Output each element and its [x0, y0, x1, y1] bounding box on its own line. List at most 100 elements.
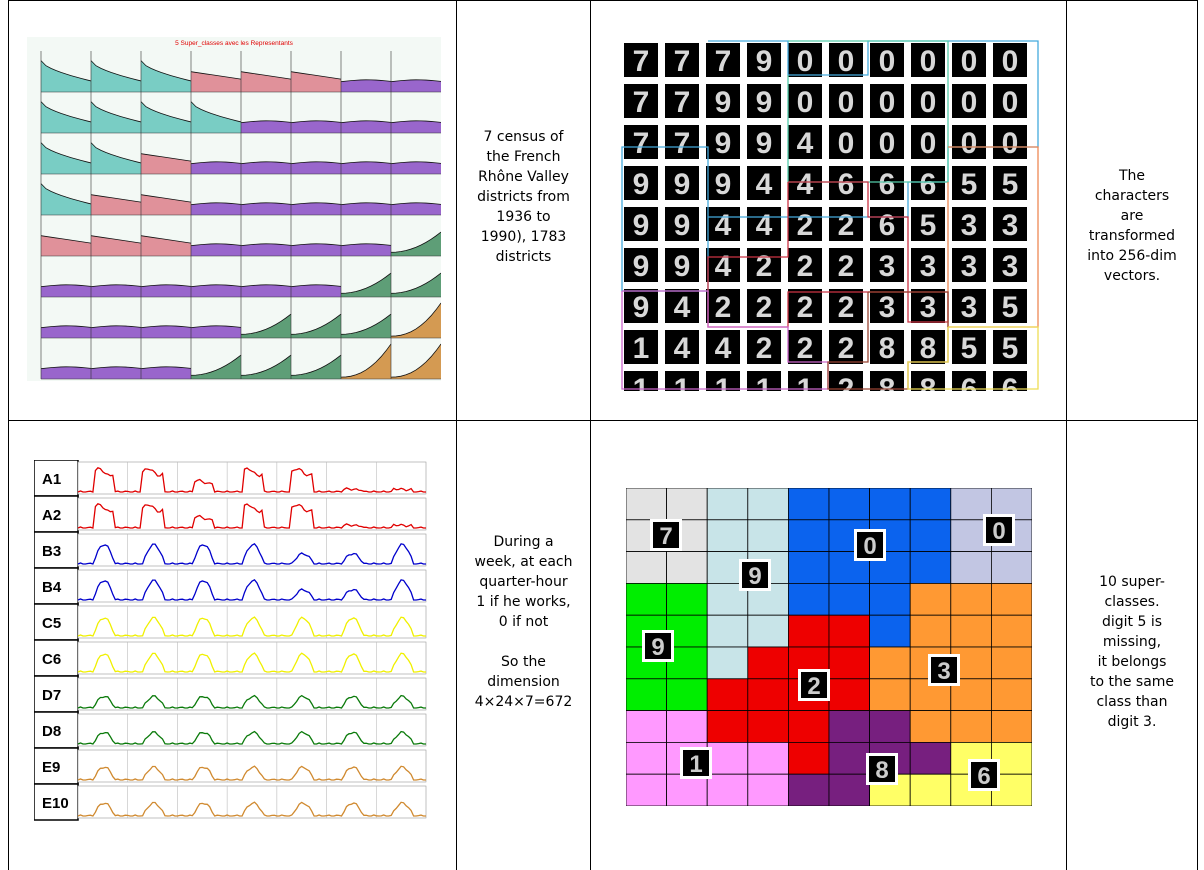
digit-cell: 5	[952, 330, 986, 365]
svg-text:2: 2	[797, 332, 814, 365]
census-cell	[390, 92, 441, 134]
activity-series-line	[77, 578, 426, 601]
svg-text:9: 9	[756, 127, 773, 160]
digit-cell: 7	[624, 125, 658, 160]
digit-cell: 9	[665, 207, 699, 242]
superclass-cell	[950, 710, 992, 743]
digit-cell: 2	[829, 330, 863, 365]
superclass-cell	[706, 488, 749, 521]
digit-cell: 4	[747, 207, 781, 242]
superclass-cell	[626, 488, 667, 521]
superclass-cell	[666, 773, 708, 806]
superclass-cell	[990, 614, 1032, 648]
digit-cell: 3	[952, 248, 986, 283]
census-cell	[90, 338, 142, 380]
census-cell	[290, 174, 342, 216]
superclass-digit-badge: 7	[650, 519, 682, 551]
census-cell	[240, 215, 292, 257]
superclass-cell	[747, 646, 789, 680]
svg-text:4: 4	[756, 209, 773, 242]
census-cell	[40, 215, 92, 257]
digit-cell: 4	[788, 166, 822, 201]
svg-text:0: 0	[961, 45, 978, 78]
svg-text:9: 9	[633, 250, 650, 283]
table-divider-2	[590, 0, 591, 870]
svg-text:2: 2	[797, 209, 814, 242]
census-cell	[140, 51, 192, 93]
activity-series-line	[77, 503, 426, 529]
superclass-cell	[828, 646, 870, 680]
superclass-cell	[787, 583, 830, 616]
superclass-cell	[706, 519, 749, 552]
activity-series-line	[77, 467, 426, 493]
cluster-border-yellow	[907, 326, 1039, 390]
superclass-cell	[706, 678, 749, 712]
superclass-cell	[909, 488, 952, 521]
digit-cell: 2	[788, 248, 822, 283]
census-cell	[190, 297, 242, 339]
svg-text:0: 0	[1002, 45, 1019, 78]
census-cell	[290, 215, 342, 257]
svg-text:4: 4	[797, 127, 814, 160]
svg-text:0: 0	[797, 45, 814, 78]
superclass-cell	[666, 678, 708, 712]
svg-text:3: 3	[920, 291, 937, 324]
superclass-cell	[706, 741, 749, 775]
digit-cell: 0	[993, 84, 1027, 119]
svg-text:9: 9	[756, 86, 773, 119]
census-cell	[240, 338, 292, 380]
digit-cell: 5	[993, 289, 1027, 324]
activity-description: During a week, at each quarter-hour 1 if…	[474, 534, 573, 710]
superclass-cell	[666, 551, 708, 584]
census-cell	[190, 92, 242, 134]
activity-row-label: E9	[42, 759, 60, 776]
superclass-digit-badge: 6	[968, 759, 1000, 791]
activity-series-line	[77, 765, 426, 781]
digit-cell: 1	[747, 371, 781, 391]
svg-text:4: 4	[674, 332, 691, 365]
census-cell	[340, 215, 392, 257]
svg-text:9: 9	[715, 127, 732, 160]
census-cell	[240, 51, 292, 93]
superclass-cell	[828, 710, 870, 743]
digit-cell: 0	[911, 125, 945, 160]
digit-cell: 9	[624, 248, 658, 283]
census-cell	[340, 256, 392, 298]
table-border-right	[1197, 0, 1198, 870]
digit-cell: 5	[993, 166, 1027, 201]
census-cell	[140, 92, 192, 134]
activity-row: A2	[34, 495, 427, 533]
digit-cell: 4	[665, 330, 699, 365]
census-cell	[40, 92, 92, 134]
digit-cell: 9	[624, 207, 658, 242]
digit-cell: 8	[870, 371, 904, 391]
census-cell	[140, 174, 192, 216]
census-cell	[90, 297, 142, 339]
activity-row-label: A1	[42, 471, 61, 488]
digit-cell: 0	[952, 84, 986, 119]
svg-text:0: 0	[961, 127, 978, 160]
superclass-digit-badge: 0	[983, 514, 1015, 546]
superclass-cell	[909, 741, 952, 775]
census-cell	[40, 338, 92, 380]
svg-text:1: 1	[674, 373, 691, 391]
svg-text:0: 0	[920, 127, 937, 160]
census-description: 7 census of the French Rhône Valley dist…	[477, 129, 570, 265]
activity-row: B4	[34, 567, 427, 605]
activity-series-line	[77, 616, 426, 637]
superclass-cell	[626, 773, 667, 806]
census-cell	[390, 256, 441, 298]
svg-text:1: 1	[797, 373, 814, 391]
svg-text:3: 3	[920, 250, 937, 283]
digit-cell: 1	[706, 371, 740, 391]
svg-text:4: 4	[715, 209, 732, 242]
census-cell	[190, 174, 242, 216]
superclass-cell	[787, 710, 830, 743]
digit-cell: 2	[706, 289, 740, 324]
census-cell	[390, 338, 441, 380]
superclass-cell	[869, 583, 911, 616]
census-cell	[240, 174, 292, 216]
superclass-digit-badge: 3	[928, 654, 960, 686]
digit-cell: 3	[911, 289, 945, 324]
svg-text:5: 5	[920, 209, 937, 242]
